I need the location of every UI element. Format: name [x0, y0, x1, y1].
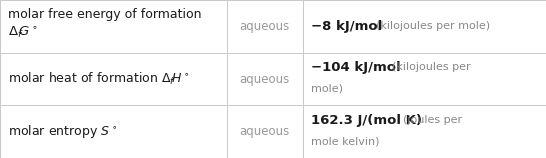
Text: −8 kJ/mol: −8 kJ/mol — [311, 20, 382, 33]
Text: aqueous: aqueous — [240, 20, 290, 33]
Text: 162.3 J/(mol K): 162.3 J/(mol K) — [311, 114, 422, 127]
Text: (kilojoules per mole): (kilojoules per mole) — [369, 21, 490, 31]
Text: −104 kJ/mol: −104 kJ/mol — [311, 61, 401, 74]
Text: molar free energy of formation: molar free energy of formation — [8, 8, 201, 21]
Text: (joules per: (joules per — [396, 115, 462, 125]
Text: aqueous: aqueous — [240, 125, 290, 138]
Text: mole kelvin): mole kelvin) — [311, 136, 379, 146]
Text: molar heat of formation $\Delta_f\!H^\circ$: molar heat of formation $\Delta_f\!H^\ci… — [8, 71, 189, 87]
Text: aqueous: aqueous — [240, 73, 290, 85]
Text: (kilojoules per: (kilojoules per — [385, 62, 471, 72]
Text: mole): mole) — [311, 83, 343, 94]
Text: $\Delta_f\!G^\circ$: $\Delta_f\!G^\circ$ — [8, 25, 38, 40]
Text: molar entropy $S^\circ$: molar entropy $S^\circ$ — [8, 123, 117, 140]
